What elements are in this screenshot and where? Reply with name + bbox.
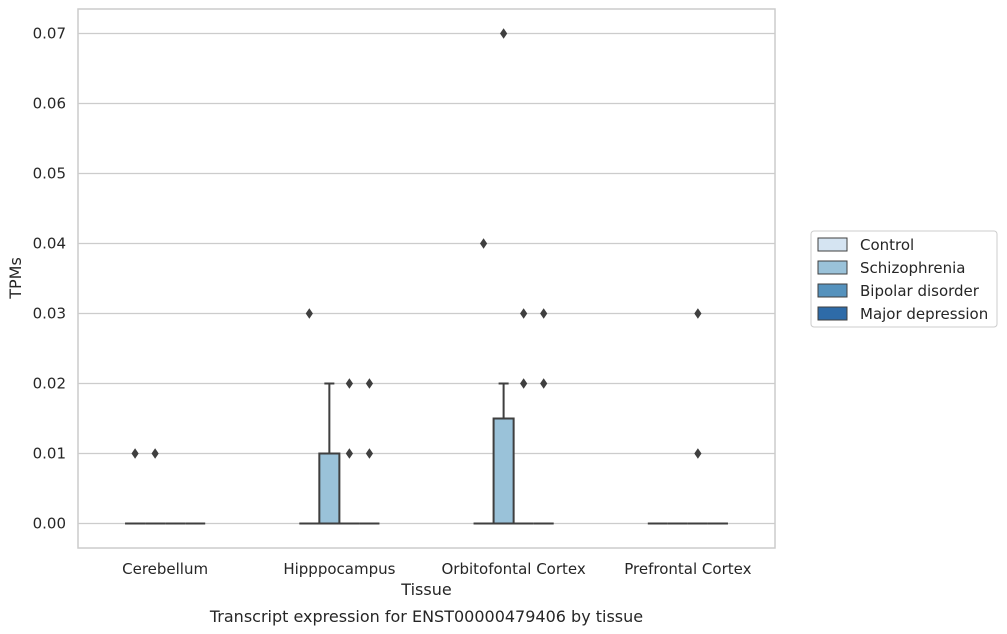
box-hipppocampus-major-depression — [359, 378, 380, 525]
box-orbitofontal-cortex-control — [473, 238, 494, 525]
box-hipppocampus-bipolar-disorder — [339, 378, 360, 525]
outlier-point — [345, 448, 353, 459]
outlier-point — [479, 238, 488, 249]
legend-swatch — [817, 283, 848, 298]
outlier-point — [365, 448, 374, 459]
outlier-point — [694, 448, 702, 459]
box-orbitofontal-cortex-schizophrenia — [492, 28, 515, 525]
outlier-point — [540, 308, 548, 319]
y-tick-label: 0.00 — [33, 515, 66, 533]
x-tick-label: Prefrontal Cortex — [624, 560, 751, 578]
legend-label: Major depression — [860, 305, 988, 323]
legend-swatch — [817, 237, 848, 252]
y-tick-label: 0.03 — [33, 305, 66, 323]
box-marks — [125, 28, 728, 525]
outlier-point — [365, 378, 374, 389]
box-prefrontal-cortex-bipolar-disorder — [687, 308, 708, 525]
x-tick-label: Orbitofontal Cortex — [442, 560, 586, 578]
y-tick-label: 0.04 — [33, 235, 66, 253]
legend: Control Schizophrenia Bipolar disorder Majo… — [810, 230, 998, 328]
x-tick-label: Hipppocampus — [283, 560, 395, 578]
plot-frame — [77, 8, 776, 549]
box-orbitofontal-cortex-bipolar-disorder — [513, 308, 534, 525]
legend-label: Bipolar disorder — [860, 282, 980, 300]
x-tick-label: Cerebellum — [122, 560, 208, 578]
box-cerebellum-schizophrenia — [145, 448, 166, 525]
legend-swatch — [817, 306, 848, 321]
box-body — [318, 452, 341, 525]
legend-swatch — [817, 260, 848, 275]
box-cerebellum-control — [125, 448, 146, 525]
outlier-point — [305, 308, 313, 319]
outlier-point — [520, 308, 528, 319]
outlier-point — [520, 378, 528, 389]
outlier-point — [540, 378, 548, 389]
y-tick-label: 0.07 — [33, 25, 66, 43]
box-body — [492, 417, 515, 525]
y-tick-label: 0.05 — [33, 165, 66, 183]
box-hipppocampus-control — [299, 308, 320, 525]
outlier-point — [694, 308, 702, 319]
chart-caption: Transcript expression for ENST0000047940… — [209, 607, 643, 626]
legend-frame — [810, 230, 998, 328]
box-hipppocampus-schizophrenia — [318, 382, 341, 525]
outlier-point — [500, 28, 508, 39]
x-axis-label: Tissue — [400, 580, 451, 599]
grid-lines — [78, 32, 775, 525]
legend-label: Control — [860, 236, 914, 254]
y-axis-ticks: 0.00 0.01 0.02 0.03 0.04 0.05 0.06 0.07 — [33, 25, 66, 533]
legend-label: Schizophrenia — [860, 259, 965, 277]
y-tick-label: 0.06 — [33, 95, 66, 113]
outlier-point — [151, 448, 159, 459]
y-tick-label: 0.01 — [33, 445, 66, 463]
outlier-point — [131, 448, 139, 459]
y-axis-label: TPMs — [6, 257, 25, 300]
box-orbitofontal-cortex-major-depression — [533, 308, 554, 525]
y-tick-label: 0.02 — [33, 375, 66, 393]
x-axis-ticks: Cerebellum Hipppocampus Orbitofontal Corte… — [122, 560, 751, 578]
outlier-point — [345, 378, 353, 389]
